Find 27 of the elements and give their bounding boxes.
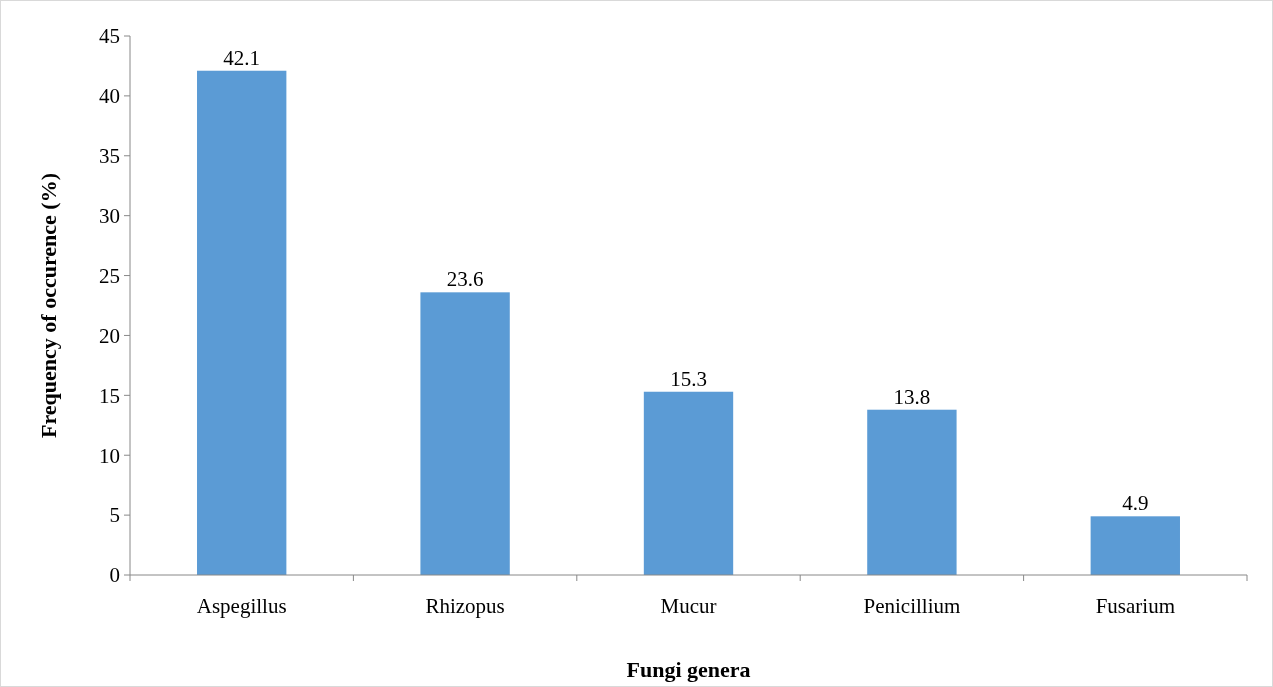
y-tick-label: 35 xyxy=(99,144,120,169)
data-label: 23.6 xyxy=(446,267,484,292)
x-tick-label: Penicillium xyxy=(863,594,961,618)
y-axis-title: Frequency of occurence (%) xyxy=(36,173,61,438)
y-tick-label: 45 xyxy=(99,24,120,49)
bar xyxy=(643,391,734,575)
bar xyxy=(420,292,510,575)
data-label: 15.3 xyxy=(670,366,707,391)
bar xyxy=(867,409,957,575)
x-axis-title: Fungi genera xyxy=(626,657,751,682)
x-tick-label: Rhizopus xyxy=(425,594,505,618)
y-tick-label: 5 xyxy=(109,503,120,528)
y-tick-label: 40 xyxy=(99,84,120,109)
y-tick-label: 15 xyxy=(99,383,120,408)
data-label: 13.8 xyxy=(893,384,931,409)
y-tick-label: 25 xyxy=(99,263,120,288)
y-tick-label: 10 xyxy=(99,443,120,468)
x-tick-label: Aspegillus xyxy=(196,594,287,618)
y-tick-label: 30 xyxy=(99,204,120,229)
bar xyxy=(197,70,287,575)
x-tick-label: Mucur xyxy=(660,594,717,618)
data-label: 42.1 xyxy=(223,45,261,70)
data-label: 4.9 xyxy=(1122,491,1149,516)
y-tick-label: 20 xyxy=(99,323,120,348)
bar xyxy=(1090,516,1180,575)
y-tick-label: 0 xyxy=(109,563,120,588)
x-tick-label: Fusarium xyxy=(1095,594,1175,618)
